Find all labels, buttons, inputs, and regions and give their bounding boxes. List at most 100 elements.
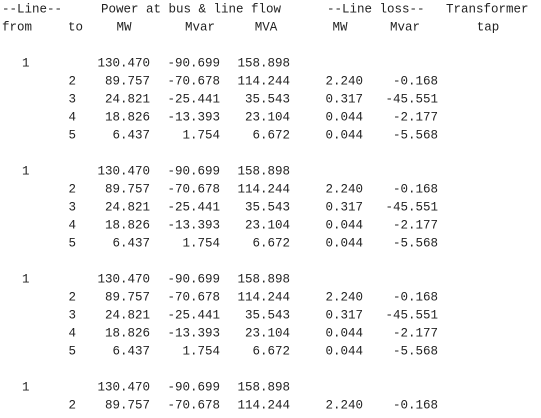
- line-mw: 89.757: [105, 182, 150, 196]
- line-mw: 18.826: [105, 326, 150, 340]
- line-to: 2: [68, 74, 76, 88]
- line-mva: 35.543: [245, 308, 290, 322]
- line-to: 4: [68, 110, 76, 124]
- column-header: to: [68, 20, 83, 34]
- bus-mw: 130.470: [97, 164, 150, 178]
- line-mva: 23.104: [245, 110, 290, 124]
- column-header: Mvar: [390, 20, 420, 34]
- bus-mvar: -90.699: [167, 272, 220, 286]
- column-header: from: [2, 20, 32, 34]
- line-mvar: -70.678: [167, 290, 220, 304]
- line-loss-mw: 2.240: [325, 290, 363, 304]
- header-text: --Line--: [2, 2, 62, 16]
- bus-mvar: -90.699: [167, 380, 220, 394]
- line-mw: 18.826: [105, 218, 150, 232]
- line-to: 5: [68, 344, 76, 358]
- column-header: tap: [477, 20, 500, 34]
- line-mvar: -70.678: [167, 74, 220, 88]
- line-mvar: 1.754: [182, 128, 220, 142]
- line-loss-mvar: -0.168: [393, 182, 438, 196]
- line-mw: 89.757: [105, 398, 150, 412]
- bus-from: 1: [22, 380, 30, 394]
- line-mvar: -13.393: [167, 110, 220, 124]
- line-loss-mw: 0.044: [325, 344, 363, 358]
- bus-mw: 130.470: [97, 272, 150, 286]
- column-header: MW: [332, 20, 348, 34]
- line-mw: 89.757: [105, 74, 150, 88]
- line-loss-mvar: -45.551: [385, 92, 438, 106]
- header-text: Transformer: [446, 2, 529, 16]
- header-text: --Line loss--: [327, 2, 425, 16]
- line-mva: 35.543: [245, 200, 290, 214]
- bus-mvar: -90.699: [167, 56, 220, 70]
- line-mw: 24.821: [105, 92, 150, 106]
- line-loss-mw: 0.044: [325, 326, 363, 340]
- line-mva: 114.244: [237, 182, 290, 196]
- line-to: 2: [68, 182, 76, 196]
- line-to: 5: [68, 128, 76, 142]
- line-loss-mw: 0.044: [325, 128, 363, 142]
- line-mvar: -70.678: [167, 182, 220, 196]
- line-mw: 24.821: [105, 308, 150, 322]
- line-to: 5: [68, 236, 76, 250]
- line-to: 4: [68, 218, 76, 232]
- line-mvar: -25.441: [167, 92, 220, 106]
- line-loss-mw: 0.317: [325, 200, 363, 214]
- bus-mva: 158.898: [237, 272, 290, 286]
- bus-from: 1: [22, 272, 30, 286]
- bus-mva: 158.898: [237, 164, 290, 178]
- line-loss-mvar: -2.177: [393, 110, 438, 124]
- line-mvar: -13.393: [167, 218, 220, 232]
- line-mva: 114.244: [237, 74, 290, 88]
- line-mva: 23.104: [245, 326, 290, 340]
- line-loss-mw: 2.240: [325, 182, 363, 196]
- line-mva: 114.244: [237, 290, 290, 304]
- line-loss-mw: 0.044: [325, 110, 363, 124]
- line-loss-mvar: -5.568: [393, 236, 438, 250]
- bus-mw: 130.470: [97, 380, 150, 394]
- column-header: MW: [116, 20, 132, 34]
- line-mvar: -13.393: [167, 326, 220, 340]
- line-to: 2: [68, 290, 76, 304]
- line-loss-mvar: -45.551: [385, 200, 438, 214]
- line-to: 4: [68, 326, 76, 340]
- bus-from: 1: [22, 164, 30, 178]
- line-to: 2: [68, 398, 76, 412]
- bus-from: 1: [22, 56, 30, 70]
- line-loss-mvar: -0.168: [393, 290, 438, 304]
- line-loss-mvar: -5.568: [393, 128, 438, 142]
- line-mva: 6.672: [252, 344, 290, 358]
- column-header: Mvar: [185, 20, 215, 34]
- line-mvar: -25.441: [167, 200, 220, 214]
- line-mva: 6.672: [252, 128, 290, 142]
- line-loss-mw: 0.317: [325, 92, 363, 106]
- line-mva: 114.244: [237, 398, 290, 412]
- line-loss-mvar: -0.168: [393, 74, 438, 88]
- line-mva: 23.104: [245, 218, 290, 232]
- line-loss-mvar: -0.168: [393, 398, 438, 412]
- line-mva: 6.672: [252, 236, 290, 250]
- bus-mvar: -90.699: [167, 164, 220, 178]
- line-mw: 6.437: [112, 236, 150, 250]
- line-loss-mw: 0.044: [325, 236, 363, 250]
- line-loss-mw: 0.044: [325, 218, 363, 232]
- bus-mva: 158.898: [237, 380, 290, 394]
- bus-mva: 158.898: [237, 56, 290, 70]
- line-mw: 89.757: [105, 290, 150, 304]
- line-mvar: -25.441: [167, 308, 220, 322]
- line-mw: 24.821: [105, 200, 150, 214]
- line-loss-mw: 0.317: [325, 308, 363, 322]
- line-loss-mvar: -2.177: [393, 326, 438, 340]
- column-header: MVA: [255, 20, 278, 34]
- line-mva: 35.543: [245, 92, 290, 106]
- line-to: 3: [68, 308, 76, 322]
- line-mw: 18.826: [105, 110, 150, 124]
- line-to: 3: [68, 200, 76, 214]
- line-mw: 6.437: [112, 344, 150, 358]
- line-mvar: -70.678: [167, 398, 220, 412]
- line-loss-mvar: -45.551: [385, 308, 438, 322]
- line-mvar: 1.754: [182, 344, 220, 358]
- line-mw: 6.437: [112, 128, 150, 142]
